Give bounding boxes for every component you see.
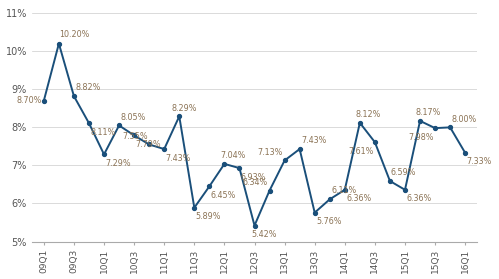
Text: 8.17%: 8.17% <box>416 108 441 117</box>
Text: 5.89%: 5.89% <box>196 212 222 221</box>
Text: 8.12%: 8.12% <box>355 110 381 119</box>
Text: 6.36%: 6.36% <box>346 194 372 203</box>
Text: 6.45%: 6.45% <box>210 191 236 200</box>
Text: 7.43%: 7.43% <box>166 154 191 163</box>
Text: 7.98%: 7.98% <box>408 133 434 142</box>
Text: 7.55%: 7.55% <box>122 132 148 141</box>
Text: 7.29%: 7.29% <box>105 159 131 168</box>
Text: 10.20%: 10.20% <box>59 30 89 39</box>
Text: 5.76%: 5.76% <box>316 217 342 226</box>
Text: 6.11%: 6.11% <box>331 186 356 196</box>
Text: 6.93%: 6.93% <box>240 173 265 182</box>
Text: 7.04%: 7.04% <box>220 151 246 160</box>
Text: 5.42%: 5.42% <box>251 230 277 239</box>
Text: 8.05%: 8.05% <box>121 113 146 122</box>
Text: 8.82%: 8.82% <box>75 83 101 92</box>
Text: 7.61%: 7.61% <box>348 147 373 156</box>
Text: 7.79%: 7.79% <box>136 140 161 149</box>
Text: 6.34%: 6.34% <box>243 178 268 187</box>
Text: 8.70%: 8.70% <box>17 96 42 105</box>
Text: 8.29%: 8.29% <box>172 104 197 112</box>
Text: 8.11%: 8.11% <box>90 128 116 137</box>
Text: 8.00%: 8.00% <box>452 115 477 124</box>
Text: 7.33%: 7.33% <box>467 157 492 167</box>
Text: 6.59%: 6.59% <box>391 168 416 177</box>
Text: 7.13%: 7.13% <box>257 148 283 157</box>
Text: 7.43%: 7.43% <box>301 136 326 145</box>
Text: 6.36%: 6.36% <box>407 194 432 203</box>
